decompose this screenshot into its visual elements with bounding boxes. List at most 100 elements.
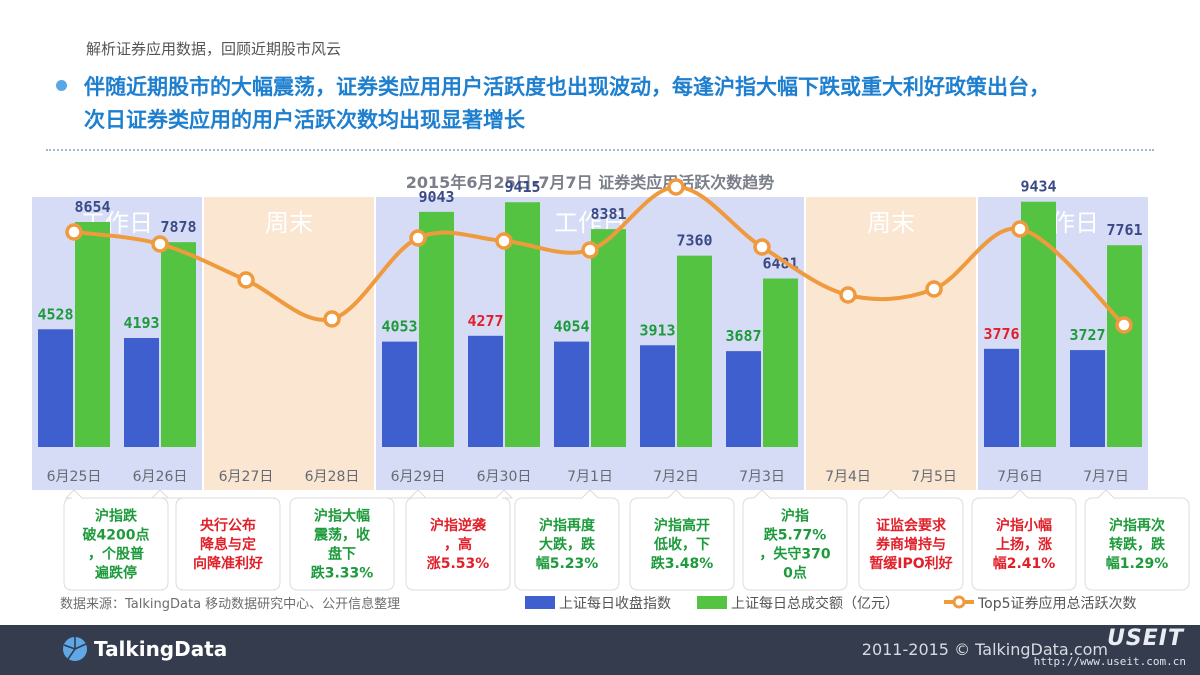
bar-turnover (419, 211, 454, 447)
annotation-text: 沪指 (781, 508, 809, 525)
footer-bar (0, 625, 1200, 675)
legend-item: 上证每日收盘指数 (525, 595, 671, 612)
x-tick-label: 6月29日 (391, 469, 446, 485)
x-tick-label: 7月2日 (653, 469, 699, 485)
annotation-text: 证监会要求 (876, 517, 947, 534)
annotation-text: 暂缓IPO利好 (869, 555, 952, 572)
annotation-text: 破4200点 (83, 527, 150, 544)
chart-title: 2015年6月25日-7月7日 证券类应用活跃次数趋势 (406, 173, 774, 192)
line-point (1011, 220, 1029, 238)
watermark-brand: USEIT (1107, 626, 1184, 651)
bar-close-index (984, 348, 1019, 447)
label-turnover: 7761 (1106, 221, 1142, 239)
label-turnover: 7878 (160, 218, 196, 236)
annotation-text: 转跌，跌 (1109, 536, 1166, 553)
annotation-text: ，失守370 (759, 546, 830, 563)
annotation-text: 沪指再度 (539, 517, 596, 534)
bar-turnover (677, 255, 712, 447)
legend-label: 上证每日收盘指数 (559, 595, 671, 612)
annotation-text: 沪指高开 (654, 517, 710, 534)
annotation-text: 跌3.48% (651, 556, 714, 572)
x-tick-label: 7月5日 (911, 469, 957, 485)
label-turnover: 9415 (504, 178, 540, 196)
footer-logo: TalkingData (62, 636, 227, 662)
x-tick-label: 7月7日 (1083, 469, 1129, 485)
label-close-index: 4277 (467, 312, 503, 330)
page-headline: 伴随近期股市的大幅震荡，证券类应用用户活跃度也出现波动，每逢沪指大幅下跌或重大利… (84, 71, 1184, 137)
line-point (1115, 316, 1133, 334)
annotation-text: 涨5.53% (427, 556, 490, 572)
annotation-text: 向降准利好 (193, 555, 263, 572)
bar-turnover (763, 278, 798, 447)
x-tick-label: 6月27日 (219, 469, 274, 485)
x-tick-label: 6月28日 (305, 469, 360, 485)
label-close-index: 4193 (123, 314, 159, 332)
annotation-text: 遍跌停 (94, 565, 137, 582)
x-tick-label: 7月3日 (739, 469, 785, 485)
annotation-text: 央行公布 (200, 517, 256, 534)
talkingdata-logo-icon (63, 637, 87, 661)
bar-close-index (1070, 350, 1105, 447)
line-point (839, 286, 857, 304)
x-tick-label: 6月25日 (47, 469, 102, 485)
bar-turnover (75, 221, 110, 447)
label-turnover: 9434 (1020, 178, 1056, 196)
annotation-text: 沪指跌 (95, 508, 138, 525)
annotation-text: ，高 (444, 536, 472, 553)
bar-close-index (124, 337, 159, 447)
x-tick-label: 7月6日 (997, 469, 1043, 485)
bar-turnover (161, 242, 196, 447)
x-tick-label: 6月30日 (477, 469, 532, 485)
label-close-index: 3727 (1069, 326, 1105, 344)
bar-close-index (468, 335, 503, 447)
annotation-text: 沪指再次 (1109, 517, 1165, 534)
annotation-text: 大跌，跌 (539, 536, 596, 553)
line-point (323, 310, 341, 328)
line-point (65, 223, 83, 241)
annotation-callout: 沪指逆袭 ，高涨5.53% (405, 489, 514, 591)
label-turnover: 8381 (590, 205, 626, 223)
line-point (237, 271, 255, 289)
period-label-weekend: 周末 (867, 209, 915, 237)
headline-line-1: 伴随近期股市的大幅震荡，证券类应用用户活跃度也出现波动，每逢沪指大幅下跌或重大利… (84, 75, 1050, 99)
legend-label: 上证每日总成交额（亿元） (731, 595, 899, 612)
legend-label: Top5证券应用总活跃次数 (977, 595, 1137, 612)
period-label-weekend: 周末 (265, 209, 313, 237)
annotation-text: 跌3.33% (311, 566, 374, 582)
label-turnover: 8654 (74, 198, 110, 216)
annotation-text: 沪指大幅 (314, 508, 370, 525)
annotation-text: 降息与定 (200, 536, 256, 553)
label-close-index: 4053 (381, 318, 417, 336)
annotation-text: 0点 (783, 565, 807, 582)
annotation-text: 幅5.23% (536, 555, 599, 572)
x-tick-label: 6月26日 (133, 469, 188, 485)
chart-legend: 上证每日收盘指数 上证每日总成交额（亿元） Top5证券应用总活跃次数 (525, 595, 1137, 612)
label-turnover: 6481 (762, 254, 798, 272)
label-close-index: 3776 (983, 325, 1019, 343)
x-tick-label: 7月4日 (825, 469, 871, 485)
annotation-text: 盘下 (328, 546, 356, 563)
label-close-index: 3913 (639, 321, 675, 339)
activity-trend-chart: 工作日 周末 工作日 周末 工作日 2015年6月25日-7月7日 证券类应用活跃次数趋… (32, 173, 1190, 612)
line-point (581, 241, 599, 259)
annotation-text: 震荡，收 (313, 527, 371, 544)
line-point (753, 238, 771, 256)
watermark-url: http://www.useit.com.cn (1033, 655, 1186, 668)
bar-close-index (726, 351, 761, 447)
line-point (925, 280, 943, 298)
line-point (495, 232, 513, 250)
period-band-weekend (806, 197, 976, 490)
label-turnover: 7360 (676, 232, 712, 250)
period-band-weekend (204, 197, 374, 490)
annotation-text: 券商增持与 (876, 536, 946, 553)
line-point (667, 178, 685, 196)
line-point (151, 235, 169, 253)
line-point (409, 229, 427, 247)
